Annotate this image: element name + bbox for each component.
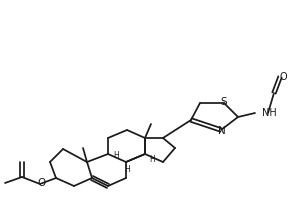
Text: O: O [38, 178, 46, 188]
Text: N: N [218, 126, 226, 136]
Text: O: O [279, 72, 287, 82]
Text: H: H [113, 151, 119, 159]
Text: H: H [124, 164, 130, 174]
Text: NH: NH [262, 108, 277, 118]
Text: S: S [221, 97, 227, 107]
Text: H: H [149, 155, 155, 164]
